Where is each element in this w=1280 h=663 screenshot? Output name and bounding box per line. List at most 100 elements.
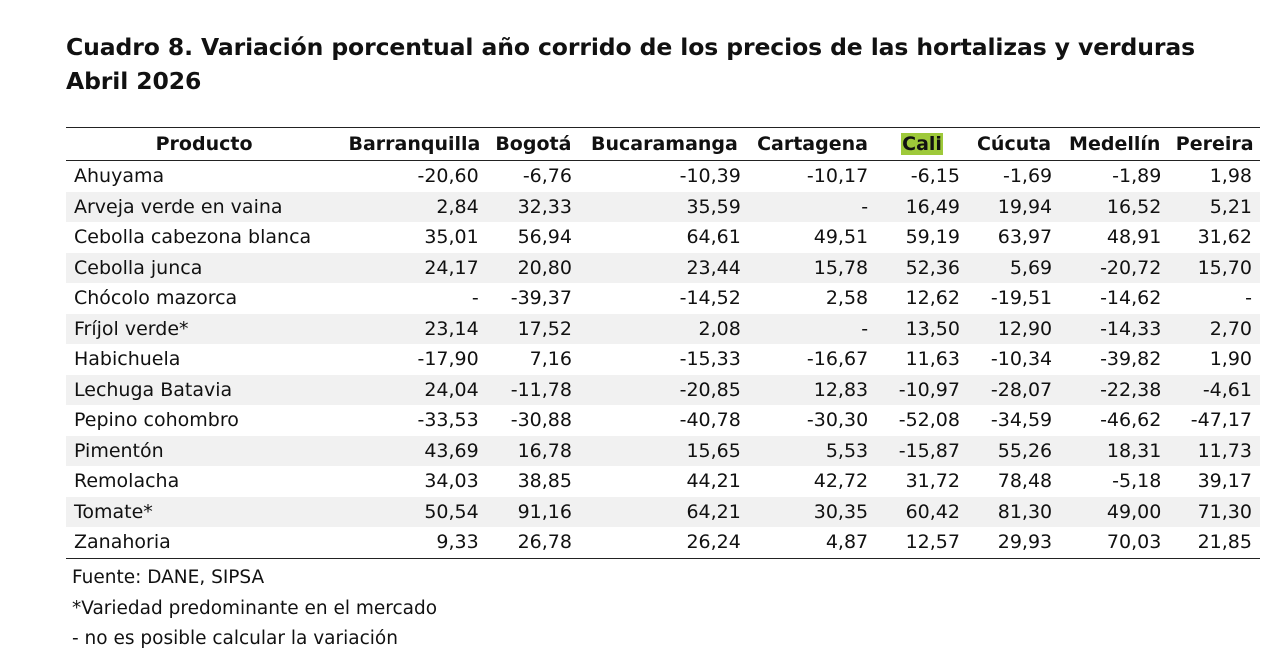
asterisk-note: *Variedad predominante en el mercado [72, 597, 438, 619]
price-variation-table: Producto Barranquilla Bogotá Bucaramanga… [66, 127, 1260, 559]
value-cell: -4,61 [1169, 374, 1260, 405]
value-cell: -40,78 [679, 409, 741, 432]
value-cell: -28,07 [967, 374, 1061, 405]
col-header-bucaramanga: Bucaramanga [579, 127, 749, 161]
product-name-cell: Tomate* [66, 496, 343, 527]
col-header-producto: Producto [66, 127, 343, 161]
table-row: Cebolla junca 24,17 20,80 23,44 15,78 52,36 5,… [66, 252, 1260, 283]
value-cell: -46,62 [1100, 409, 1162, 432]
product-name-cell: Cebolla junca [66, 252, 343, 283]
value-cell: 63,97 [997, 226, 1053, 249]
value-cell: -47,17 [1190, 409, 1252, 432]
product-name-cell: Pimentón [66, 435, 343, 466]
value-cell: 15,78 [748, 252, 877, 283]
table-row: Zanahoria 9,33 26,78 26,24 4,87 12,57 29,93 70,… [66, 527, 1260, 559]
value-cell: 64,61 [686, 226, 741, 249]
value-cell: -10,17 [806, 165, 869, 188]
value-cell: -20,72 [1060, 252, 1170, 283]
table-row: Tomate* 50,54 91,16 64,21 30,35 60,42 81,30 49,… [66, 496, 1260, 527]
product-name-cell: Chócolo mazorca [74, 287, 238, 310]
value-cell: 2,08 [579, 313, 749, 344]
value-cell: 44,21 [686, 470, 741, 493]
value-cell: 1,98 [1209, 165, 1252, 188]
value-cell: 16,52 [1060, 191, 1170, 222]
value-cell: 2,70 [1169, 313, 1260, 344]
value-cell: -1,69 [1002, 165, 1053, 188]
value-cell: 35,01 [424, 226, 479, 249]
value-cell: 20,80 [486, 252, 580, 283]
col-header-barranquilla: Barranquilla [342, 127, 487, 161]
value-cell: -22,38 [1060, 374, 1170, 405]
table-row: Habichuela -17,90 7,16 -15,33 -16,67 11,63 -10… [66, 344, 1260, 375]
table-row: Remolacha 34,03 38,85 44,21 42,72 31,72 78,48 -… [66, 466, 1260, 497]
value-cell: -20,85 [579, 374, 749, 405]
value-cell: 91,16 [486, 496, 580, 527]
value-cell: 49,00 [1060, 496, 1170, 527]
col-header-cali: Cali [876, 127, 968, 161]
value-cell: 5,69 [967, 252, 1061, 283]
table-row: Arveja verde en vaina 2,84 32,33 35,59-16,4… [66, 191, 1260, 222]
value-cell: 38,85 [517, 470, 572, 493]
value-cell: -6,15 [910, 165, 960, 188]
value-cell: 4,87 [748, 527, 877, 559]
value-cell: 30,35 [748, 496, 877, 527]
value-cell: -15,87 [876, 435, 968, 466]
col-header-medellin: Medellín [1060, 127, 1170, 161]
value-cell: 60,42 [876, 496, 968, 527]
product-name-cell: Arveja verde en vaina [66, 191, 343, 222]
value-cell: 11,73 [1169, 435, 1260, 466]
table-row: Pimentón 43,69 16,78 15,65 5,53 -15,87 55,26 18… [66, 435, 1260, 466]
product-name-cell: Lechuga Batavia [66, 374, 343, 405]
value-cell: 43,69 [342, 435, 487, 466]
table-row: Lechuga Batavia 24,04 -11,78 -20,85 12,83 -10… [66, 374, 1260, 405]
value-cell: 50,54 [342, 496, 487, 527]
value-cell: -10,97 [876, 374, 968, 405]
value-cell: 15,65 [579, 435, 749, 466]
col-header-bogota: Bogotá [486, 127, 580, 161]
value-cell: 64,21 [579, 496, 749, 527]
value-cell: 71,30 [1169, 496, 1260, 527]
value-cell: - [748, 191, 877, 222]
value-cell: 59,19 [905, 226, 960, 249]
value-cell: -14,52 [679, 287, 741, 310]
value-cell: 24,17 [342, 252, 487, 283]
value-cell: 12,62 [905, 287, 960, 310]
col-header-cartagena: Cartagena [748, 127, 877, 161]
value-cell: 35,59 [579, 191, 749, 222]
value-cell: 9,33 [342, 527, 487, 559]
value-cell: 12,57 [876, 527, 968, 559]
cali-highlight: Cali [901, 133, 943, 155]
value-cell: -33,53 [417, 409, 479, 432]
value-cell: 39,17 [1197, 470, 1252, 493]
value-cell: 26,24 [579, 527, 749, 559]
value-cell: -17,90 [417, 348, 479, 371]
value-cell: 5,21 [1169, 191, 1260, 222]
value-cell: 12,90 [967, 313, 1061, 344]
value-cell: -30,30 [806, 409, 869, 432]
table-row: Chócolo mazorca - -39,37 -14,52 2,58 12,62 -19… [66, 283, 1260, 314]
table-notes: Fuente: DANE, SIPSA *Variedad predominan… [72, 563, 437, 655]
value-cell: 16,78 [486, 435, 580, 466]
table-row: Ahuyama -20,60 -6,76 -10,39 -10,17 -6,15 -1,69… [66, 161, 1260, 192]
value-cell: -15,33 [679, 348, 741, 371]
product-name-cell: Cebolla cabezona blanca [74, 226, 312, 249]
value-cell: 5,53 [748, 435, 877, 466]
value-cell: 31,72 [905, 470, 960, 493]
value-cell: -30,88 [510, 409, 572, 432]
value-cell: -16,67 [806, 348, 869, 371]
value-cell: 78,48 [997, 470, 1053, 493]
value-cell: 1,90 [1209, 348, 1252, 371]
value-cell: 23,14 [342, 313, 487, 344]
value-cell: 56,94 [517, 226, 572, 249]
value-cell: -14,62 [1100, 287, 1162, 310]
value-cell: -5,18 [1112, 470, 1162, 493]
value-cell: -10,39 [679, 165, 741, 188]
value-cell: -39,37 [510, 287, 572, 310]
page-title: Cuadro 8. Variación porcentual año corri… [66, 30, 1195, 98]
source-note: Fuente: DANE, SIPSA [72, 567, 265, 588]
col-header-pereira: Pereira [1169, 127, 1260, 161]
value-cell: -10,34 [990, 348, 1053, 371]
value-cell: 81,30 [967, 496, 1061, 527]
value-cell: -52,08 [898, 409, 960, 432]
value-cell: 7,16 [529, 348, 572, 371]
